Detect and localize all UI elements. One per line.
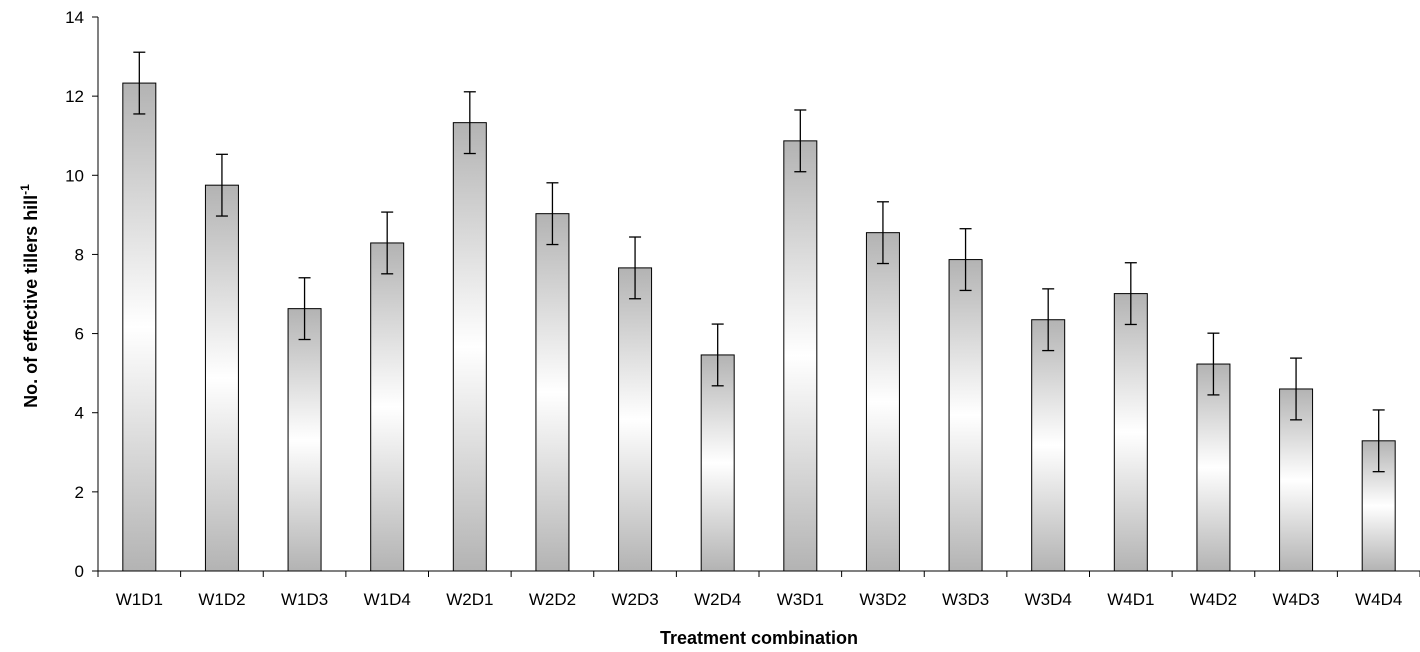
error-bar-W1D1 [133, 51, 146, 115]
x-tick-label: W1D2 [198, 590, 245, 609]
error-bar-W1D2 [215, 153, 228, 217]
x-tick-label: W4D3 [1272, 590, 1319, 609]
x-tick-label: W1D1 [116, 590, 163, 609]
bar-W3D3 [948, 259, 983, 572]
axes-layer: W1D1 W1D2 W1D3 W1D4 W2D1 W2D2 W2D3 W2D4 W3D1 W3D2… [65, 8, 1420, 609]
y-tick-label: 14 [65, 8, 84, 27]
y-tick-label: 6 [75, 325, 84, 344]
y-tick-label: 2 [75, 483, 84, 502]
y-tick-label: 10 [65, 166, 84, 185]
error-bar-W3D4 [1042, 288, 1055, 352]
x-axis-title: Treatment combination [660, 628, 858, 648]
error-bar-W4D1 [1124, 262, 1137, 326]
bar-W2D1 [452, 122, 487, 572]
error-bar-W4D3 [1290, 357, 1303, 421]
y-tick-label: 0 [75, 562, 84, 581]
x-tick-label: W1D3 [281, 590, 328, 609]
bar-W2D4 [700, 354, 735, 572]
x-tick-label: W3D3 [942, 590, 989, 609]
error-bar-W2D2 [546, 182, 559, 246]
y-tick-label: 12 [65, 87, 84, 106]
error-bar-W3D2 [876, 201, 889, 265]
x-tick-label: W2D1 [446, 590, 493, 609]
error-bar-W1D3 [298, 277, 311, 341]
y-tick-label: 8 [75, 245, 84, 264]
bar-W3D2 [865, 232, 900, 572]
bars-layer [122, 51, 1396, 572]
y-axis-title-main: No. of effective tillers hill [21, 195, 41, 408]
x-tick-label: W2D4 [694, 590, 741, 609]
bar-W2D2 [535, 213, 570, 572]
y-axis-title-superscript: -1 [18, 184, 32, 195]
error-bar-W2D1 [463, 91, 476, 155]
y-tick-label: 4 [75, 404, 84, 423]
x-tick-label: W2D2 [529, 590, 576, 609]
bar-W1D4 [370, 242, 405, 572]
x-tick-label: W4D2 [1190, 590, 1237, 609]
error-bar-W4D4 [1372, 409, 1385, 473]
bar-W3D1 [783, 140, 818, 572]
error-bar-W3D3 [959, 228, 972, 292]
error-bar-W2D4 [711, 323, 724, 387]
bar-W4D2 [1196, 363, 1231, 572]
error-bar-W1D4 [381, 211, 394, 275]
bar-W2D3 [618, 267, 653, 572]
x-tick-label: W4D4 [1355, 590, 1402, 609]
x-tick-label: W3D4 [1025, 590, 1072, 609]
y-axis-title: No. of effective tillers hill-1 [18, 184, 41, 408]
bar-W1D1 [122, 82, 157, 572]
bar-W3D4 [1031, 319, 1066, 572]
x-tick-label: W2D3 [611, 590, 658, 609]
bar-W1D2 [204, 184, 239, 572]
x-tick-label: W3D2 [859, 590, 906, 609]
bar-W1D3 [287, 308, 322, 572]
x-tick-label: W4D1 [1107, 590, 1154, 609]
error-bar-W3D1 [794, 109, 807, 173]
error-bar-W4D2 [1207, 332, 1220, 396]
x-tick-label: W1D4 [364, 590, 411, 609]
error-bar-W2D3 [629, 236, 642, 300]
bar-W4D1 [1113, 293, 1148, 572]
x-tick-label: W3D1 [777, 590, 824, 609]
